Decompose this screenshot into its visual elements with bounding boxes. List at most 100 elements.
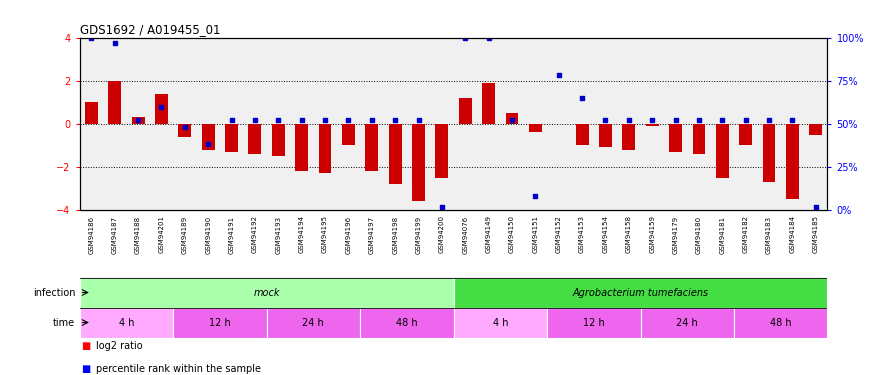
Bar <box>249 124 261 154</box>
Point <box>201 141 215 147</box>
Bar <box>646 124 658 126</box>
Text: GSM94199: GSM94199 <box>416 215 421 254</box>
Bar <box>716 124 728 178</box>
Text: GSM94185: GSM94185 <box>812 215 819 254</box>
Bar <box>454 308 547 338</box>
Text: GSM94149: GSM94149 <box>486 215 491 254</box>
Text: 24 h: 24 h <box>676 318 698 327</box>
Bar <box>435 124 449 178</box>
Text: GSM94188: GSM94188 <box>135 215 141 254</box>
Text: GSM94184: GSM94184 <box>789 215 796 254</box>
Point <box>785 117 799 123</box>
Bar <box>179 124 191 137</box>
Text: GSM94182: GSM94182 <box>743 215 749 254</box>
Point <box>225 117 239 123</box>
Bar <box>622 124 635 150</box>
Text: GSM94196: GSM94196 <box>345 215 351 254</box>
Bar <box>641 308 734 338</box>
Text: Agrobacterium tumefaciens: Agrobacterium tumefaciens <box>573 288 709 297</box>
Text: GSM94153: GSM94153 <box>579 215 585 254</box>
Bar <box>693 124 705 154</box>
Bar <box>734 308 827 338</box>
Text: GSM94187: GSM94187 <box>112 215 118 254</box>
Bar <box>360 308 454 338</box>
Point <box>154 104 168 110</box>
Text: GSM94159: GSM94159 <box>650 215 655 254</box>
Point <box>692 117 706 123</box>
Point <box>715 117 729 123</box>
Text: GSM94154: GSM94154 <box>603 215 609 253</box>
Point <box>84 34 98 40</box>
Bar <box>342 124 355 146</box>
Bar <box>132 117 144 124</box>
Bar <box>505 113 519 124</box>
Text: mock: mock <box>253 288 280 297</box>
Bar <box>739 124 752 146</box>
Bar <box>173 308 266 338</box>
Text: GSM94183: GSM94183 <box>766 215 772 254</box>
Bar <box>810 124 822 135</box>
Point <box>342 117 356 123</box>
Text: GSM94158: GSM94158 <box>626 215 632 254</box>
Text: GSM94180: GSM94180 <box>696 215 702 254</box>
Point <box>645 117 659 123</box>
Bar <box>366 124 378 171</box>
Bar <box>85 102 97 124</box>
Point <box>108 40 122 46</box>
Point <box>295 117 309 123</box>
Point <box>271 117 285 123</box>
Bar <box>454 278 827 308</box>
Text: ■: ■ <box>81 364 90 374</box>
Text: GSM94179: GSM94179 <box>673 215 679 254</box>
Bar <box>599 124 612 147</box>
Text: GSM94190: GSM94190 <box>205 215 212 254</box>
Bar <box>669 124 682 152</box>
Point <box>551 72 566 78</box>
Point <box>248 117 262 123</box>
Point <box>131 117 145 123</box>
Text: ■: ■ <box>81 341 90 351</box>
Bar <box>547 308 641 338</box>
Text: GSM94192: GSM94192 <box>252 215 258 254</box>
Point <box>505 117 519 123</box>
Bar <box>296 124 308 171</box>
Text: GSM94194: GSM94194 <box>298 215 304 254</box>
Text: GDS1692 / A019455_01: GDS1692 / A019455_01 <box>80 23 220 36</box>
Point <box>762 117 776 123</box>
Text: GSM94201: GSM94201 <box>158 215 165 254</box>
Point <box>435 204 449 210</box>
Bar <box>763 124 775 182</box>
Bar <box>412 124 425 201</box>
Text: GSM94191: GSM94191 <box>228 215 235 254</box>
Text: time: time <box>53 318 75 327</box>
Bar <box>80 278 454 308</box>
Bar <box>529 124 542 132</box>
Text: GSM94152: GSM94152 <box>556 215 562 253</box>
Text: infection: infection <box>33 288 75 297</box>
Point <box>318 117 332 123</box>
Text: GSM94181: GSM94181 <box>720 215 726 254</box>
Text: GSM94150: GSM94150 <box>509 215 515 254</box>
Text: 24 h: 24 h <box>303 318 324 327</box>
Bar <box>575 124 589 146</box>
Bar <box>202 124 214 150</box>
Text: GSM94076: GSM94076 <box>462 215 468 254</box>
Point <box>388 117 402 123</box>
Bar <box>458 98 472 124</box>
Point <box>622 117 636 123</box>
Point <box>739 117 753 123</box>
Text: 12 h: 12 h <box>209 318 231 327</box>
Point <box>668 117 682 123</box>
Bar <box>80 308 173 338</box>
Text: GSM94151: GSM94151 <box>533 215 538 254</box>
Text: 12 h: 12 h <box>583 318 604 327</box>
Point <box>528 193 543 199</box>
Bar <box>155 94 168 124</box>
Text: GSM94186: GSM94186 <box>88 215 95 254</box>
Point <box>365 117 379 123</box>
Point <box>458 34 473 40</box>
Bar <box>482 83 495 124</box>
Point <box>575 95 589 101</box>
Bar <box>266 308 360 338</box>
Text: GSM94193: GSM94193 <box>275 215 281 254</box>
